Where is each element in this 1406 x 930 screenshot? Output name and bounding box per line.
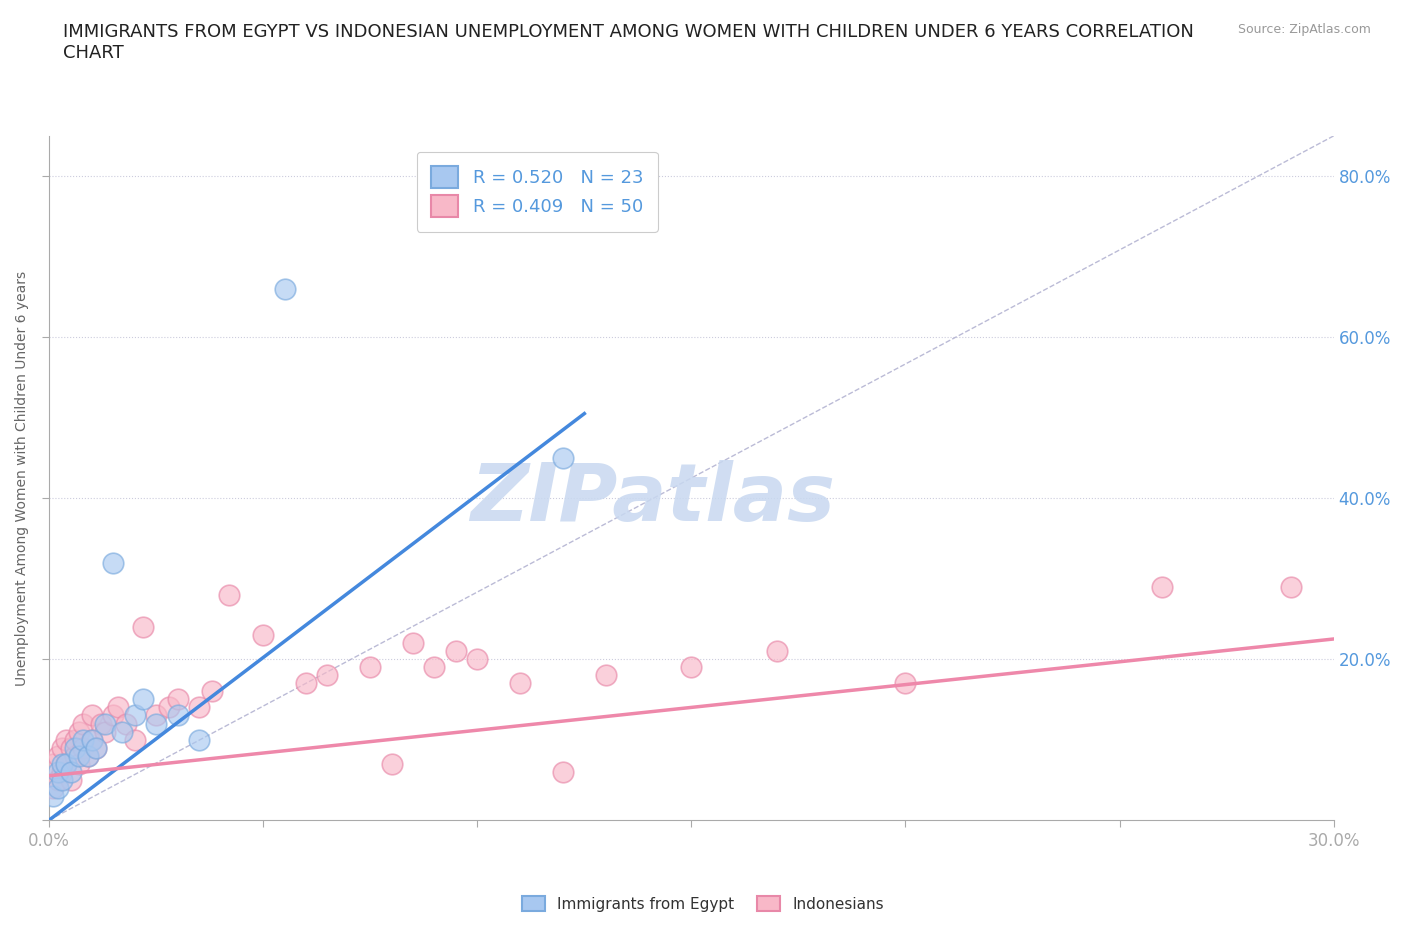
Text: Source: ZipAtlas.com: Source: ZipAtlas.com — [1237, 23, 1371, 36]
Point — [157, 700, 180, 715]
Point — [107, 700, 129, 715]
Point — [145, 716, 167, 731]
Point — [359, 659, 381, 674]
Point — [63, 740, 86, 755]
Point — [111, 724, 134, 739]
Point — [94, 724, 117, 739]
Point — [72, 716, 94, 731]
Point — [55, 732, 77, 747]
Point — [423, 659, 446, 674]
Point — [166, 708, 188, 723]
Point — [67, 749, 90, 764]
Point — [1152, 579, 1174, 594]
Point — [402, 635, 425, 650]
Point — [188, 700, 211, 715]
Point — [84, 740, 107, 755]
Point — [115, 716, 138, 731]
Point — [42, 756, 65, 771]
Point — [551, 450, 574, 465]
Point — [42, 789, 65, 804]
Point — [59, 764, 82, 779]
Point — [84, 740, 107, 755]
Point — [72, 740, 94, 755]
Point — [51, 764, 73, 779]
Point — [316, 668, 339, 683]
Point — [124, 732, 146, 747]
Point — [76, 749, 98, 764]
Point — [51, 756, 73, 771]
Legend: Immigrants from Egypt, Indonesians: Immigrants from Egypt, Indonesians — [516, 889, 890, 918]
Point — [80, 732, 103, 747]
Point — [59, 740, 82, 755]
Point — [72, 732, 94, 747]
Y-axis label: Unemployment Among Women with Children Under 6 years: Unemployment Among Women with Children U… — [15, 271, 30, 685]
Point — [295, 676, 318, 691]
Point — [509, 676, 531, 691]
Point — [103, 555, 125, 570]
Point — [80, 708, 103, 723]
Point — [46, 773, 69, 788]
Point — [145, 708, 167, 723]
Point — [166, 692, 188, 707]
Point — [273, 282, 295, 297]
Point — [681, 659, 703, 674]
Point — [51, 773, 73, 788]
Point — [188, 732, 211, 747]
Point — [46, 749, 69, 764]
Point — [55, 756, 77, 771]
Point — [67, 724, 90, 739]
Point — [55, 756, 77, 771]
Point — [1279, 579, 1302, 594]
Point — [80, 732, 103, 747]
Point — [201, 684, 224, 698]
Point — [42, 780, 65, 795]
Point — [94, 716, 117, 731]
Point — [766, 644, 789, 658]
Point — [46, 780, 69, 795]
Point — [465, 652, 488, 667]
Point — [252, 628, 274, 643]
Point — [67, 756, 90, 771]
Point — [551, 764, 574, 779]
Point — [894, 676, 917, 691]
Point — [51, 740, 73, 755]
Legend: R = 0.520   N = 23, R = 0.409   N = 50: R = 0.520 N = 23, R = 0.409 N = 50 — [416, 152, 658, 232]
Point — [444, 644, 467, 658]
Point — [89, 716, 111, 731]
Point — [63, 749, 86, 764]
Text: ZIPatlas: ZIPatlas — [471, 459, 835, 538]
Point — [76, 749, 98, 764]
Point — [63, 732, 86, 747]
Point — [132, 619, 155, 634]
Point — [132, 692, 155, 707]
Point — [218, 587, 240, 602]
Point — [124, 708, 146, 723]
Text: IMMIGRANTS FROM EGYPT VS INDONESIAN UNEMPLOYMENT AMONG WOMEN WITH CHILDREN UNDER: IMMIGRANTS FROM EGYPT VS INDONESIAN UNEM… — [63, 23, 1194, 62]
Point — [59, 773, 82, 788]
Point — [381, 756, 404, 771]
Point — [595, 668, 617, 683]
Point — [103, 708, 125, 723]
Point — [46, 764, 69, 779]
